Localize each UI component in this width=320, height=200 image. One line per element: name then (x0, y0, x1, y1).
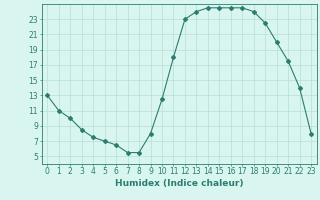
X-axis label: Humidex (Indice chaleur): Humidex (Indice chaleur) (115, 179, 244, 188)
